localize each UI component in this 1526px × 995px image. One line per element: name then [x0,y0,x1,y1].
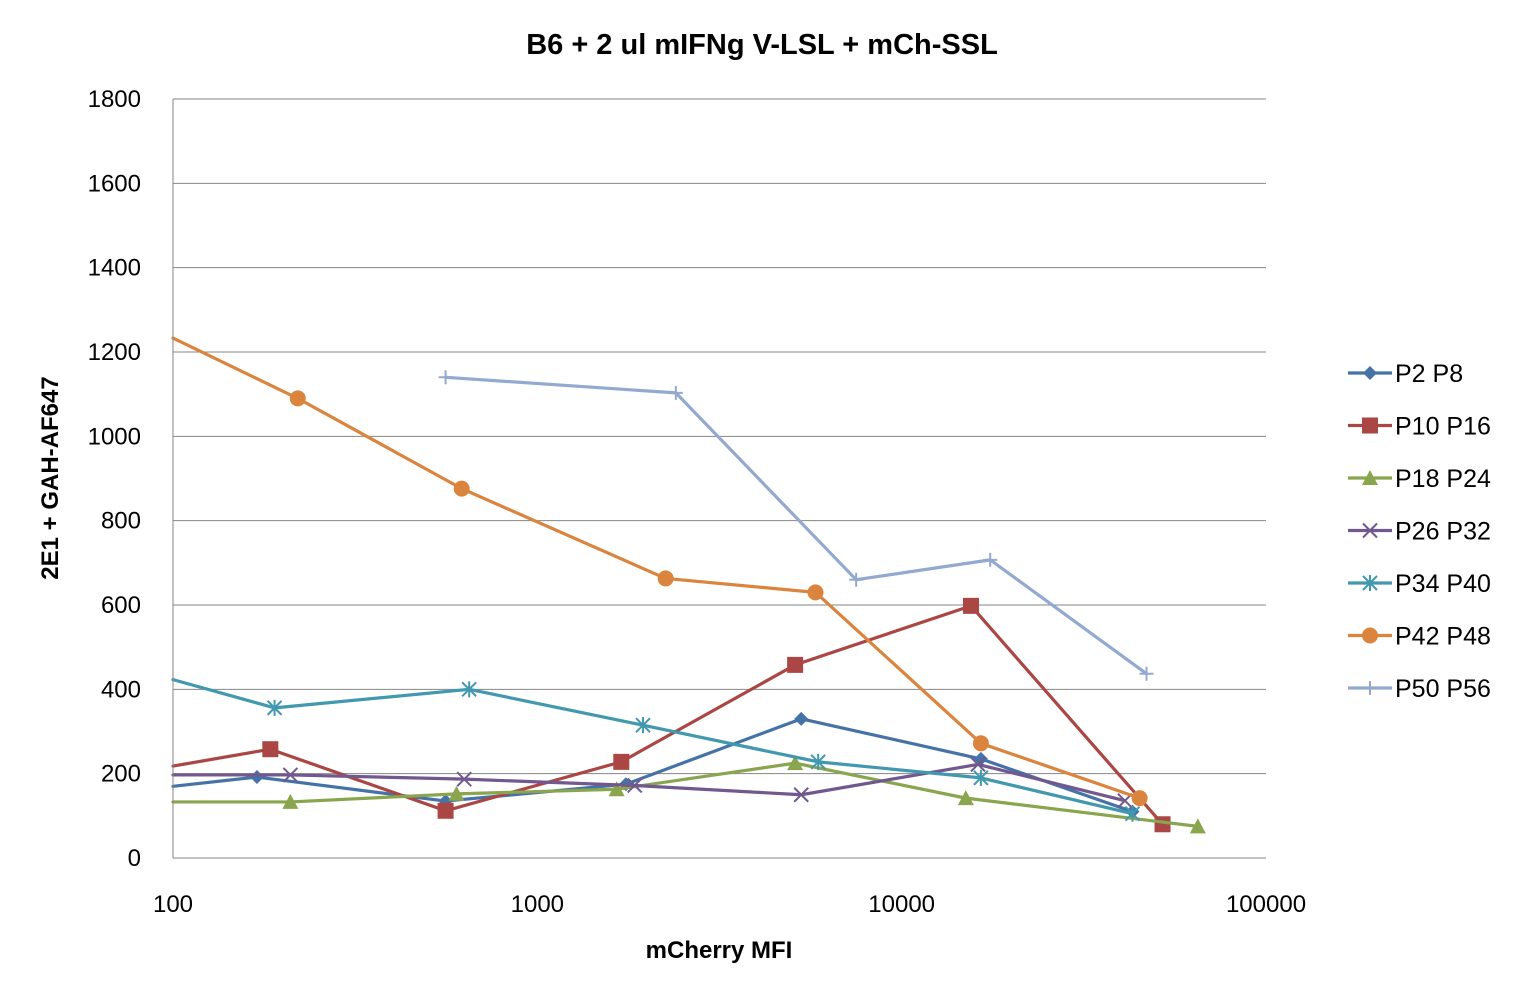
y-axis-title: 2E1 + GAH-AF647 [37,376,64,579]
legend-label: P2 P8 [1395,360,1463,388]
data-point [668,385,683,400]
x-tick-label: 10000 [868,891,935,918]
plot-series [171,336,1206,834]
data-point [972,735,989,752]
data-point [657,570,674,587]
legend-item: P18 P24 [1348,465,1491,493]
legend-swatch-marker [1362,575,1378,591]
data-point [282,767,299,783]
legend-swatch-marker [1363,366,1377,380]
legend-label: P50 P56 [1395,675,1491,703]
data-point [437,802,454,819]
legend-label: P10 P16 [1395,413,1491,441]
legend-item: P10 P16 [1348,413,1491,441]
legend-label: P26 P32 [1395,518,1491,546]
legend-item: P2 P8 [1348,360,1463,388]
legend-swatch-marker [1363,681,1377,695]
data-point [794,711,809,726]
series-p50-p56 [438,370,1154,681]
data-point [1131,790,1148,807]
data-point [438,370,453,385]
legend-swatch-marker [1362,522,1378,539]
y-tick-label: 1800 [88,86,141,113]
y-tick-label: 1000 [88,423,141,450]
data-point [957,790,974,806]
y-tick-label: 200 [101,761,141,788]
data-point [810,753,826,770]
legend-label: P34 P40 [1395,570,1491,598]
legend: P2 P8 P10 P16 P18 P24 P26 P32 P34 P40 P42 P48… [1348,360,1491,703]
data-point [787,755,804,771]
y-tick-label: 1400 [88,255,141,282]
data-point [973,769,989,786]
legend-label: P18 P24 [1395,465,1491,493]
legend-item: P50 P56 [1348,675,1491,703]
data-point [456,771,472,787]
legend-swatch-marker [1362,417,1378,434]
data-point [461,681,477,698]
data-point [793,787,809,803]
series-p34-p40 [171,678,1141,822]
data-point [289,390,306,407]
legend-swatch-marker [1362,470,1378,485]
y-tick-label: 800 [101,508,141,535]
axes [172,99,1266,859]
data-point [613,753,630,770]
data-point [963,597,980,614]
data-point [262,741,279,758]
x-tick-label: 100000 [1226,891,1306,918]
data-point [970,756,986,773]
series-p10-p16 [171,597,1171,833]
legend-item: P26 P32 [1348,518,1491,546]
x-tick-label: 1000 [511,891,564,918]
x-axis-title: mCherry MFI [646,937,793,964]
data-point [635,717,651,734]
data-point [1124,805,1141,822]
data-point [249,770,264,785]
data-point [282,793,299,809]
data-point [1189,818,1206,834]
legend-item: P42 P48 [1348,623,1491,651]
data-point [983,552,998,567]
chart-title: B6 + 2 ul mIFNg V-LSL + mCh-SSL [526,29,998,61]
data-point [608,781,625,797]
data-point [448,785,465,801]
data-point [807,584,824,601]
data-point [626,777,643,794]
y-tick-label: 1600 [88,170,141,197]
x-tick-label: 100 [153,891,193,918]
y-tick-label: 1200 [88,339,141,366]
series-line [443,375,1149,676]
data-point [787,656,804,673]
series-p42-p48 [171,336,1148,807]
data-point [1139,666,1154,681]
legend-label: P42 P48 [1395,623,1491,651]
series-p18-p24 [171,755,1206,834]
series-line [171,604,1165,826]
series-line [171,761,1200,828]
data-point [266,699,283,716]
y-tick-label: 0 [128,845,141,872]
legend-swatch-marker [1362,627,1378,644]
data-point [849,572,864,587]
y-tick-label: 400 [101,676,141,703]
tick-labels: 0 200 400 600 800 1000 1200 1400 1600 1800 100 1000… [88,86,1306,918]
data-point [453,480,470,497]
y-tick-label: 600 [101,592,141,619]
series-p26-p32 [171,756,1133,809]
legend-item: P34 P40 [1348,570,1491,598]
